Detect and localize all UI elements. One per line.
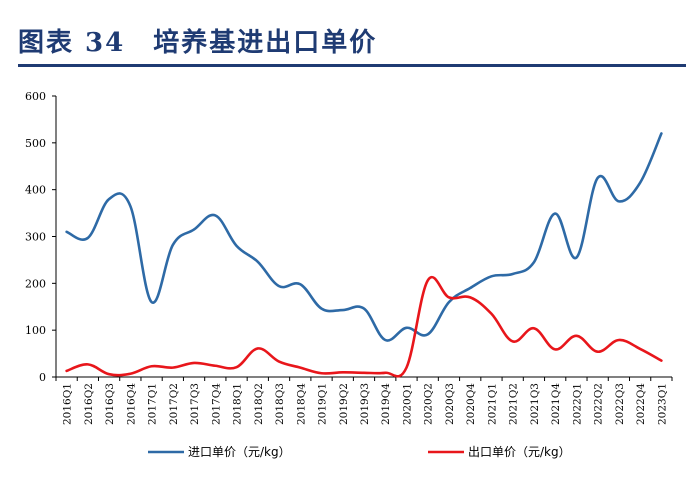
x-tick-label: 2021Q1 [486,383,498,425]
y-tick-label: 500 [25,137,46,150]
x-tick-label: 2018Q4 [295,383,307,425]
legend-import-label: 进口单价（元/kg） [188,445,291,459]
y-tick-label: 200 [25,277,46,290]
title-underline [18,64,686,67]
x-tick-label: 2016Q2 [83,383,95,425]
x-tick-label: 2019Q3 [359,383,371,425]
y-tick-label: 400 [25,184,46,197]
x-tick-label: 2019Q2 [338,383,350,425]
import-price-line [65,132,663,342]
x-tick-label: 2020Q3 [444,383,456,425]
x-tick-label: 2021Q3 [529,383,541,425]
y-tick-label: 300 [25,231,46,244]
x-tick-label: 2018Q2 [253,383,265,425]
x-tick-label: 2021Q4 [550,383,562,425]
x-tick-label: 2020Q4 [465,383,477,425]
figure-header: 图表 34 培养基进出口单价 [18,10,686,67]
legend-export-label: 出口单价（元/kg） [468,445,571,459]
x-tick-label: 2022Q2 [593,383,605,425]
x-tick-label: 2022Q4 [635,383,647,425]
x-tick-label: 2017Q4 [210,383,222,425]
x-tick-label: 2021Q2 [508,383,520,425]
x-tick-label: 2019Q1 [317,383,329,425]
y-tick-label: 0 [39,371,46,384]
x-tick-label: 2018Q1 [232,383,244,425]
x-tick-label: 2017Q1 [147,383,159,425]
figure-title: 图表 34 培养基进出口单价 [18,28,378,58]
x-tick-label: 2018Q3 [274,383,286,425]
line-chart: 0 100 200 300 400 500 600 2016Q1 2016Q2 2016Q3 201… [25,90,673,459]
x-tick-label: 2016Q3 [104,383,116,425]
x-tick-label: 2022Q3 [614,383,626,425]
x-tick-label: 2023Q1 [656,383,668,425]
export-price-line [65,276,663,378]
x-tick-label: 2016Q1 [62,383,74,425]
y-tick-label: 600 [25,90,46,103]
x-tick-label: 2017Q2 [168,383,180,425]
x-tick-label: 2020Q2 [423,383,435,425]
x-tick-label: 2019Q4 [380,383,392,425]
x-tick-label: 2022Q1 [571,383,583,425]
y-tick-label: 100 [25,324,46,337]
x-tick-label: 2016Q4 [125,383,137,425]
x-tick-label: 2017Q3 [189,383,201,425]
x-tick-label: 2020Q1 [401,383,413,425]
